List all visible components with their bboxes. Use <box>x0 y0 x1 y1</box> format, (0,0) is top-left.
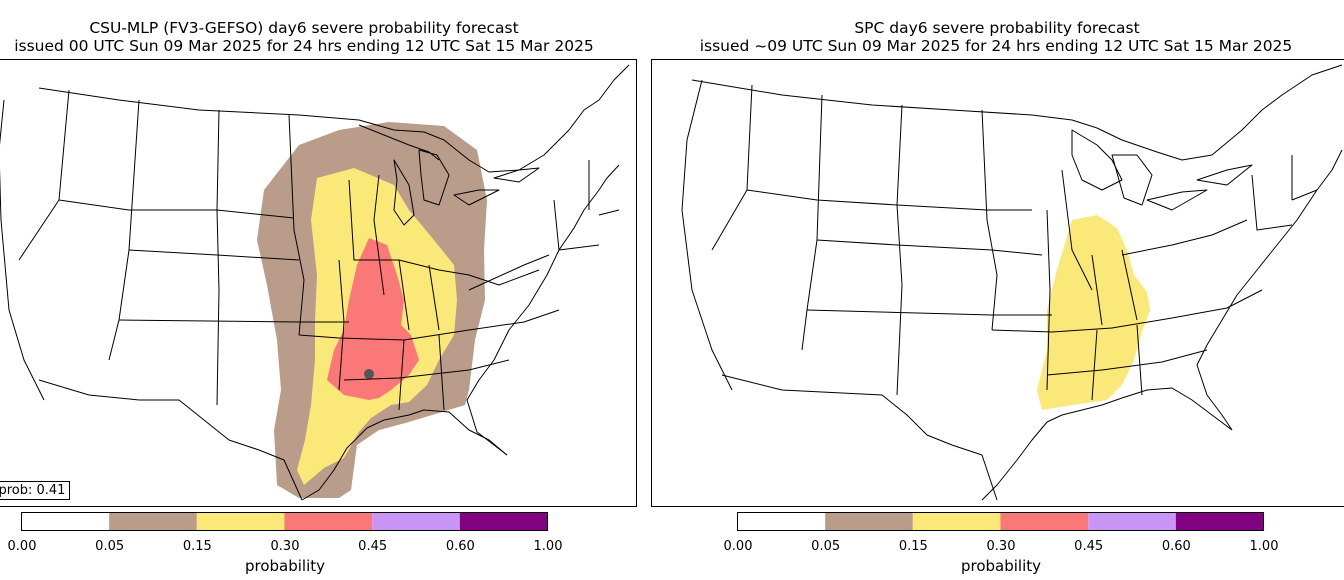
right-colorbar-tick-label: 0.30 <box>986 539 1016 554</box>
right-colorbar-tick-label: 0.05 <box>811 539 841 554</box>
left-contour-0.30 <box>327 238 419 400</box>
left-colorbar-tick-label: 0.30 <box>270 539 300 554</box>
right-colorbar-segment-5 <box>1175 512 1264 531</box>
left-colorbar-tick-label: 0.60 <box>445 539 475 554</box>
left-colorbar-tick-label: 0.15 <box>182 539 212 554</box>
right-contour-0.15 <box>1037 215 1150 410</box>
right-colorbar-label: probability <box>960 557 1042 575</box>
left-max-point-dot <box>364 369 374 379</box>
left-colorbar-label: probability <box>244 557 326 575</box>
left-title-line1: CSU-MLP (FV3-GEFSO) day6 severe probabil… <box>89 19 519 37</box>
left-colorbar-segment-4 <box>372 512 460 531</box>
left-colorbar-tick-label: 1.00 <box>533 539 563 554</box>
left-colorbar-segment-2 <box>196 512 285 531</box>
right-colorbar-tick-label: 0.15 <box>898 539 928 554</box>
right-map <box>651 59 1344 507</box>
right-colorbar-tick-label: 0.45 <box>1074 539 1104 554</box>
left-colorbar-tick-label: 0.00 <box>7 539 37 554</box>
left-map-lines <box>0 64 630 501</box>
left-colorbar-segment-3 <box>284 512 373 531</box>
right-colorbar-segment-0 <box>737 512 826 531</box>
left-title-line2: issued 00 UTC Sun 09 Mar 2025 for 24 hrs… <box>14 37 594 55</box>
right-colorbar-tick-label: 1.00 <box>1249 539 1279 554</box>
right-colorbar-segments <box>737 512 1264 531</box>
left-colorbar-segment-5 <box>459 512 548 531</box>
left-colorbar-segment-1 <box>109 512 197 531</box>
right-colorbar-segment-3 <box>1000 512 1089 531</box>
left-colorbar-segment-0 <box>21 512 110 531</box>
right-title-line1: SPC day6 severe probability forecast <box>854 19 1140 37</box>
right-map-lines <box>681 64 1343 501</box>
right-map-svg <box>681 64 1343 501</box>
left-colorbar <box>21 512 548 531</box>
right-colorbar-segment-2 <box>912 512 1001 531</box>
right-colorbar <box>737 512 1264 531</box>
left-colorbar-segments <box>21 512 548 531</box>
left-colorbar-tick-label: 0.45 <box>358 539 388 554</box>
left-map-svg <box>0 64 630 501</box>
right-colorbar-tick-label: 0.60 <box>1161 539 1191 554</box>
right-colorbar-tick-label: 0.00 <box>723 539 753 554</box>
left-map: max prob: 0.41 <box>0 59 637 507</box>
right-title-line2: issued ~09 UTC Sun 09 Mar 2025 for 24 hr… <box>699 37 1293 55</box>
left-colorbar-tick-label: 0.05 <box>95 539 125 554</box>
right-colorbar-segment-4 <box>1088 512 1176 531</box>
right-colorbar-segment-1 <box>825 512 913 531</box>
max-prob-box: max prob: 0.41 <box>0 481 71 500</box>
